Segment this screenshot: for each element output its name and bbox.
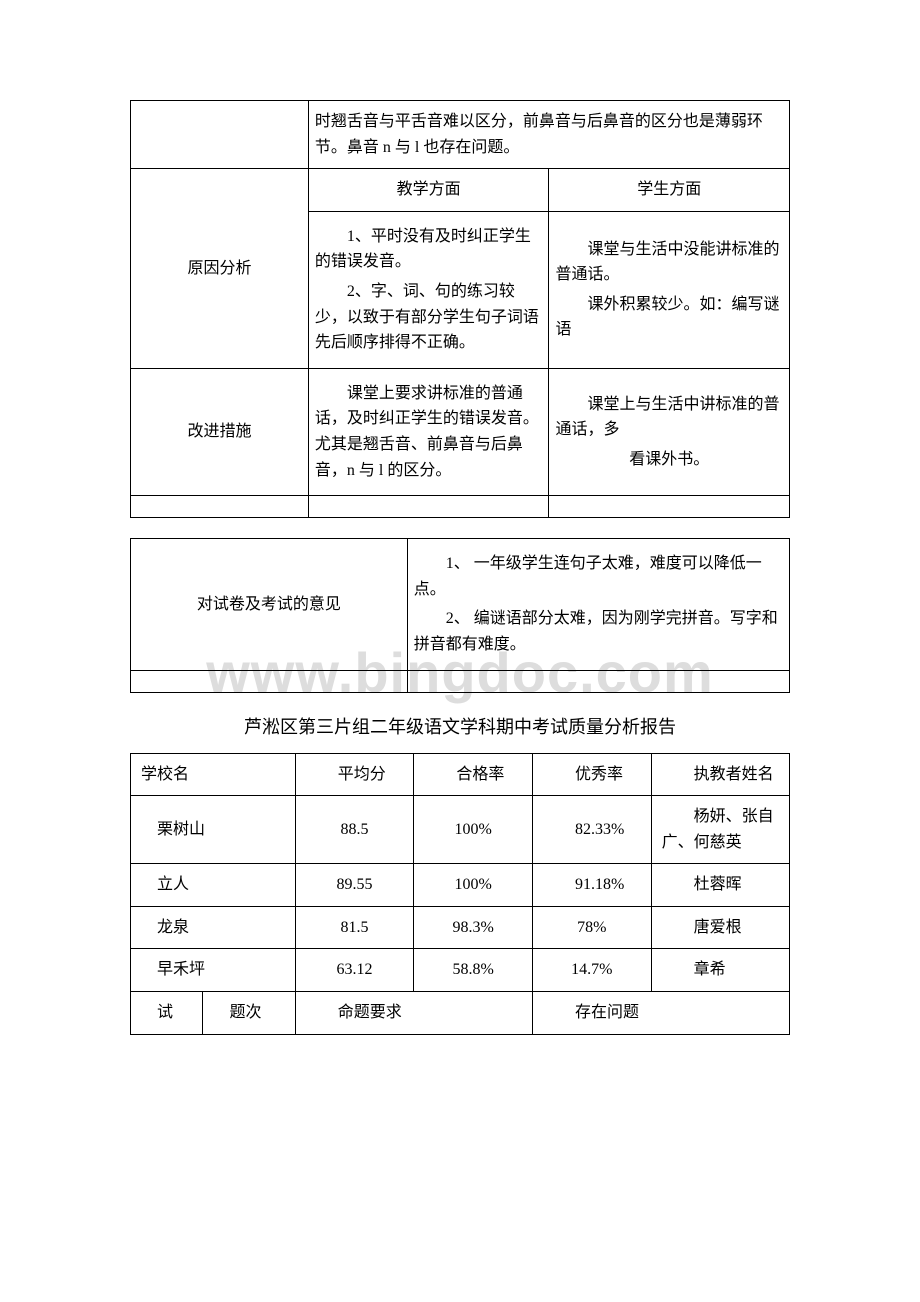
table-row-header: 学校名 平均分 合格率 优秀率 执教者姓名 — [131, 753, 790, 796]
text-para: 2、 编谜语部分太难，因为刚学完拼音。写字和拼音都有难度。 — [414, 606, 783, 657]
cell-empty — [131, 496, 309, 518]
table-row: 时翘舌音与平舌音难以区分，前鼻音与后鼻音的区分也是薄弱环节。鼻音 n 与 l 也… — [131, 101, 790, 169]
table-row: 立人 89.55 100% 91.18% 杜蓉晖 — [131, 864, 790, 907]
cell-b2: 题次 — [203, 992, 295, 1035]
cell-opinion-label: 对试卷及考试的意见 — [131, 539, 408, 670]
cell-student-header: 学生方面 — [549, 169, 790, 212]
cell-empty — [407, 670, 789, 692]
cell-school: 栗树山 — [131, 796, 296, 864]
cell-avg: 88.5 — [295, 796, 414, 864]
cell-empty — [131, 101, 309, 169]
table-row: 龙泉 81.5 98.3% 78% 唐爱根 — [131, 906, 790, 949]
cell-header-excellent: 优秀率 — [532, 753, 651, 796]
cell-excellent: 82.33% — [532, 796, 651, 864]
text-para: 课堂与生活中没能讲标准的普通话。 — [555, 237, 783, 288]
text-para: 1、 一年级学生连句子太难，难度可以降低一点。 — [414, 551, 783, 602]
cell-pass: 100% — [414, 796, 533, 864]
cell-avg: 81.5 — [295, 906, 414, 949]
cell-header-school: 学校名 — [131, 753, 296, 796]
text-para: 1、平时没有及时纠正学生的错误发音。 — [315, 224, 543, 275]
text-para: 看课外书。 — [555, 447, 783, 473]
cell-excellent: 14.7% — [532, 949, 651, 992]
text-para: 课堂上要求讲标准的普通话，及时纠正学生的错误发音。尤其是翘舌音、前鼻音与后鼻音，… — [315, 381, 543, 483]
cell-teaching-header: 教学方面 — [308, 169, 549, 212]
cell-cause-label: 原因分析 — [131, 169, 309, 369]
table-row: 对试卷及考试的意见 1、 一年级学生连句子太难，难度可以降低一点。 2、 编谜语… — [131, 539, 790, 670]
table-row: 早禾坪 63.12 58.8% 14.7% 章希 — [131, 949, 790, 992]
cell-school: 立人 — [131, 864, 296, 907]
score-table: 学校名 平均分 合格率 优秀率 执教者姓名 栗树山 88.5 100% 82.3… — [130, 753, 790, 1035]
cell-empty — [549, 496, 790, 518]
page-content: 时翘舌音与平舌音难以区分，前鼻音与后鼻音的区分也是薄弱环节。鼻音 n 与 l 也… — [130, 100, 790, 1035]
cell-avg: 63.12 — [295, 949, 414, 992]
cell-avg: 89.55 — [295, 864, 414, 907]
cell-school: 早禾坪 — [131, 949, 296, 992]
cell-empty — [131, 670, 408, 692]
cell-empty — [308, 496, 549, 518]
opinion-table: 对试卷及考试的意见 1、 一年级学生连句子太难，难度可以降低一点。 2、 编谜语… — [130, 538, 790, 692]
cell-pass: 58.8% — [414, 949, 533, 992]
cell-improve-label: 改进措施 — [131, 368, 309, 495]
cell-header-teacher: 执教者姓名 — [651, 753, 789, 796]
cell-excellent: 78% — [532, 906, 651, 949]
table-row: 原因分析 教学方面 学生方面 — [131, 169, 790, 212]
cell-teacher: 章希 — [651, 949, 789, 992]
cell-b1: 试 — [131, 992, 203, 1035]
cell-cause-student: 课堂与生活中没能讲标准的普通话。 课外积累较少。如：编写谜语 — [549, 211, 790, 368]
cell-header-avg: 平均分 — [295, 753, 414, 796]
table-row: 栗树山 88.5 100% 82.33% 杨妍、张自广、何慈英 — [131, 796, 790, 864]
cell-teacher: 唐爱根 — [651, 906, 789, 949]
text-para: 课外积累较少。如：编写谜语 — [555, 292, 783, 343]
cell-b4: 存在问题 — [532, 992, 789, 1035]
text-para: 课堂上与生活中讲标准的普通话，多 — [555, 392, 783, 443]
table-row-empty — [131, 670, 790, 692]
table-row: 改进措施 课堂上要求讲标准的普通话，及时纠正学生的错误发音。尤其是翘舌音、前鼻音… — [131, 368, 790, 495]
cell-b3: 命题要求 — [295, 992, 532, 1035]
cell-school: 龙泉 — [131, 906, 296, 949]
cell-pass: 98.3% — [414, 906, 533, 949]
text-para: 2、字、词、句的练习较少，以致于有部分学生句子词语先后顺序排得不正确。 — [315, 279, 543, 356]
cell-improve-student: 课堂上与生活中讲标准的普通话，多 看课外书。 — [549, 368, 790, 495]
cell-pass: 100% — [414, 864, 533, 907]
table-row-bottom: 试 题次 命题要求 存在问题 — [131, 992, 790, 1035]
cell-header-pass: 合格率 — [414, 753, 533, 796]
report-title: 芦淞区第三片组二年级语文学科期中考试质量分析报告 — [130, 713, 790, 739]
cell-cause-teaching: 1、平时没有及时纠正学生的错误发音。 2、字、词、句的练习较少，以致于有部分学生… — [308, 211, 549, 368]
cell-teacher: 杜蓉晖 — [651, 864, 789, 907]
cell-teacher: 杨妍、张自广、何慈英 — [651, 796, 789, 864]
cell-excellent: 91.18% — [532, 864, 651, 907]
table-row-empty — [131, 496, 790, 518]
cell-improve-teaching: 课堂上要求讲标准的普通话，及时纠正学生的错误发音。尤其是翘舌音、前鼻音与后鼻音，… — [308, 368, 549, 495]
cell-top-merged: 时翘舌音与平舌音难以区分，前鼻音与后鼻音的区分也是薄弱环节。鼻音 n 与 l 也… — [308, 101, 789, 169]
analysis-table-1: 时翘舌音与平舌音难以区分，前鼻音与后鼻音的区分也是薄弱环节。鼻音 n 与 l 也… — [130, 100, 790, 518]
cell-opinion-content: 1、 一年级学生连句子太难，难度可以降低一点。 2、 编谜语部分太难，因为刚学完… — [407, 539, 789, 670]
